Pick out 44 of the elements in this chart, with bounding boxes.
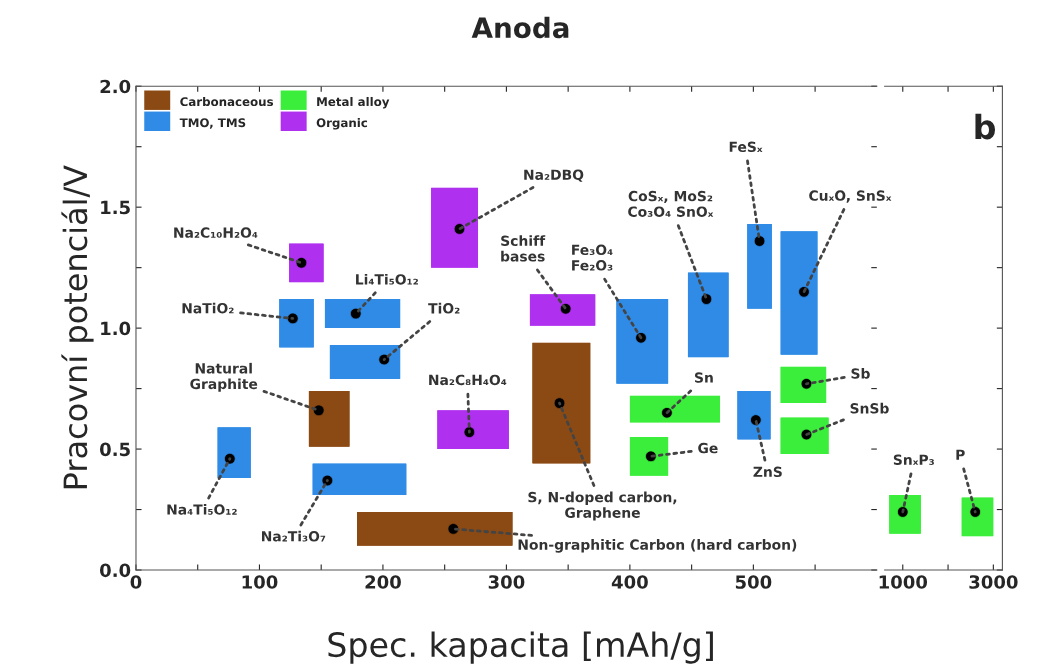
annotation: TiO₂ xyxy=(428,302,460,314)
annotation: P xyxy=(956,449,965,460)
annotation: Schiff bases xyxy=(501,235,546,262)
annotation: Sn xyxy=(694,372,713,383)
legend-label: Metal alloy xyxy=(317,96,390,109)
annotation: Na₂DBQ xyxy=(524,169,584,182)
annotation: Na₂C₈H₄O₄ xyxy=(429,374,507,386)
annotation: SnₓP₃ xyxy=(893,454,934,465)
y-axis-title: Pracovní potenciál/V xyxy=(61,165,94,489)
x-tick-label: 1000 xyxy=(879,575,928,589)
annotation: Na₄Ti₅O₁₂ xyxy=(167,504,237,515)
annotation: S, N-doped carbon, Graphene xyxy=(528,491,677,521)
x-axis-title: Spec. kapacita [mAh/g] xyxy=(328,631,713,664)
y-tick-label: 1.5 xyxy=(101,200,130,215)
x-tick-label: 400 xyxy=(611,575,648,589)
legend-label: TMO, TMS xyxy=(179,118,246,129)
annotation: CoSₓ, MoS₂ Co₃O₄ SnOₓ xyxy=(628,190,714,217)
x-tick-label: 300 xyxy=(488,575,525,589)
annotation: b xyxy=(975,113,996,140)
annotation: ZnS xyxy=(753,466,782,478)
annotation: Ge xyxy=(698,442,718,454)
annotation: Non-graphitic Carbon (hard carbon) xyxy=(518,539,797,553)
annotation: Natural Graphite xyxy=(190,362,258,392)
x-tick-label: 200 xyxy=(365,575,401,589)
y-tick-label: 0.0 xyxy=(100,563,131,578)
legend-label: Organic xyxy=(316,118,368,130)
annotation: Li₄Ti₅O₁₂ xyxy=(356,273,418,285)
x-tick-label: 100 xyxy=(242,575,278,589)
x-tick-label: 0 xyxy=(130,575,142,589)
annotation: FeSₓ xyxy=(729,141,763,153)
annotation: CuₓO, SnSₓ xyxy=(809,190,892,203)
annotation: Fe₃O₄ Fe₂O₃ xyxy=(572,244,613,271)
annotation: Na₂Ti₃O₇ xyxy=(262,530,326,542)
annotation: NaTiO₂ xyxy=(182,302,234,314)
y-tick-label: 0.5 xyxy=(100,442,130,457)
x-tick-label: 500 xyxy=(735,575,772,589)
legend-label: Carbonaceous xyxy=(180,96,274,107)
annotation: SnSb xyxy=(850,402,889,414)
annotation: Na₂C₁₀H₂O₄ xyxy=(174,227,258,238)
annotation: Sb xyxy=(851,368,870,379)
chart-title: Anoda xyxy=(471,16,569,39)
y-tick-label: 2.0 xyxy=(100,79,131,94)
x-tick-label: 3000 xyxy=(969,575,1018,589)
y-tick-label: 1.0 xyxy=(101,321,131,336)
